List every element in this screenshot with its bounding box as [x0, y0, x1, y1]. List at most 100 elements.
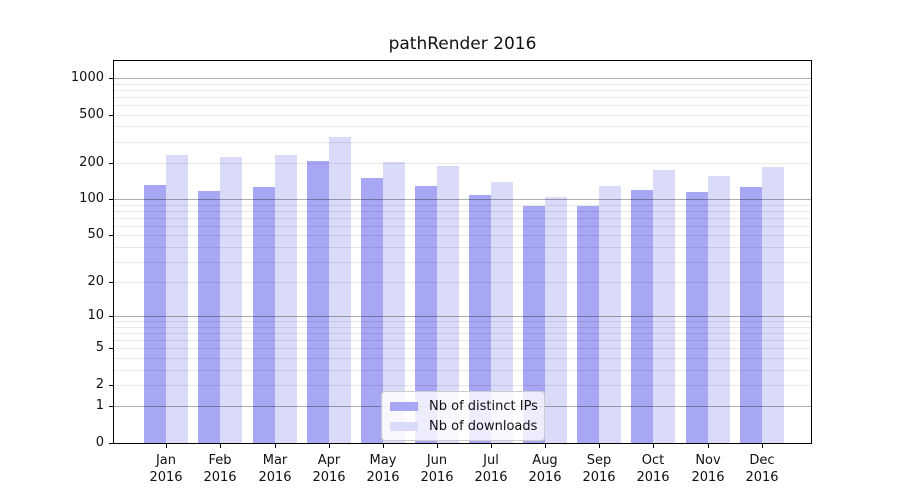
x-tick-mark-jan — [166, 444, 167, 448]
bar-ips-nov — [686, 192, 708, 443]
legend-label: Nb of distinct IPs — [429, 398, 538, 414]
y-tick-mark-0 — [109, 443, 113, 444]
month-label: Dec — [749, 453, 775, 468]
y-tick-label-1000: 1000 — [70, 70, 104, 85]
x-tick-mark-nov — [708, 444, 709, 448]
bar-layer — [114, 61, 811, 443]
year-label: 2016 — [149, 470, 183, 485]
month-label: Jan — [155, 453, 177, 468]
y-tick-mark-100 — [109, 199, 113, 200]
x-tick-label-jun: Jun 2016 — [409, 452, 465, 486]
chart-title: pathRender 2016 — [388, 34, 537, 54]
x-tick-mark-apr — [329, 444, 330, 448]
x-tick-mark-sep — [599, 444, 600, 448]
month-label: Aug — [532, 453, 558, 468]
y-tick-mark-2 — [109, 385, 113, 386]
legend-label: Nb of downloads — [429, 418, 538, 434]
x-tick-mark-jul — [491, 444, 492, 448]
bar-ips-jan — [144, 185, 166, 443]
year-label: 2016 — [636, 470, 670, 485]
month-label: Mar — [262, 453, 288, 468]
year-label: 2016 — [745, 470, 779, 485]
x-tick-mark-oct — [653, 444, 654, 448]
x-tick-label-oct: Oct 2016 — [625, 452, 681, 486]
legend-row-ips: Nb of distinct IPs — [390, 396, 538, 416]
y-tick-label-2: 2 — [95, 377, 104, 392]
bar-downloads-mar — [275, 155, 297, 443]
bar-ips-mar — [253, 187, 275, 443]
year-label: 2016 — [366, 470, 400, 485]
y-tick-label-50: 50 — [87, 227, 104, 242]
bar-downloads-may — [383, 162, 405, 443]
year-label: 2016 — [528, 470, 562, 485]
x-tick-label-may: May 2016 — [355, 452, 411, 486]
x-tick-label-feb: Feb 2016 — [192, 452, 248, 486]
x-tick-label-nov: Nov 2016 — [680, 452, 736, 486]
month-label: Jun — [426, 453, 448, 468]
month-label: Nov — [695, 453, 721, 468]
bar-downloads-jun — [437, 166, 459, 443]
month-label: Sep — [586, 453, 612, 468]
x-tick-label-apr: Apr 2016 — [301, 452, 357, 486]
month-label: Oct — [641, 453, 665, 468]
y-tick-label-0: 0 — [95, 435, 104, 450]
x-tick-label-aug: Aug 2016 — [517, 452, 573, 486]
y-tick-label-1: 1 — [95, 398, 104, 413]
year-label: 2016 — [312, 470, 346, 485]
bar-downloads-apr — [329, 137, 351, 443]
year-label: 2016 — [474, 470, 508, 485]
bar-downloads-aug — [545, 197, 567, 443]
bar-ips-feb — [198, 191, 220, 443]
y-tick-mark-20 — [109, 282, 113, 283]
year-label: 2016 — [258, 470, 292, 485]
month-label: Jul — [483, 453, 499, 468]
bar-downloads-sep — [599, 186, 621, 443]
x-tick-label-jan: Jan 2016 — [138, 452, 194, 486]
bar-ips-oct — [631, 190, 653, 443]
bar-downloads-oct — [653, 170, 675, 443]
bar-ips-apr — [307, 161, 329, 443]
month-label: Apr — [317, 453, 341, 468]
x-tick-mark-dec — [762, 444, 763, 448]
legend-swatch-downloads — [390, 421, 418, 431]
y-tick-label-20: 20 — [87, 274, 104, 289]
x-tick-label-sep: Sep 2016 — [571, 452, 627, 486]
bar-ips-sep — [577, 206, 599, 443]
y-tick-mark-10 — [109, 316, 113, 317]
x-tick-mark-may — [383, 444, 384, 448]
bar-downloads-jul — [491, 182, 513, 443]
legend-swatch-ips — [390, 401, 418, 411]
legend-row-downloads: Nb of downloads — [390, 416, 538, 436]
bar-ips-jun — [415, 186, 437, 443]
year-label: 2016 — [420, 470, 454, 485]
bar-downloads-feb — [220, 157, 242, 443]
bar-ips-aug — [523, 206, 545, 443]
bar-downloads-nov — [708, 176, 730, 443]
month-label: Feb — [208, 453, 232, 468]
y-tick-mark-200 — [109, 163, 113, 164]
x-tick-label-jul: Jul 2016 — [463, 452, 519, 486]
bar-ips-jul — [469, 195, 491, 443]
y-tick-mark-5 — [109, 348, 113, 349]
x-tick-mark-mar — [275, 444, 276, 448]
month-label: May — [369, 453, 397, 468]
year-label: 2016 — [203, 470, 237, 485]
x-tick-mark-feb — [220, 444, 221, 448]
y-tick-mark-1000 — [109, 78, 113, 79]
x-tick-mark-aug — [545, 444, 546, 448]
y-tick-label-5: 5 — [95, 340, 104, 355]
legend: Nb of distinct IPs Nb of downloads — [381, 391, 545, 441]
x-tick-mark-jun — [437, 444, 438, 448]
year-label: 2016 — [582, 470, 616, 485]
y-tick-mark-1 — [109, 406, 113, 407]
year-label: 2016 — [691, 470, 725, 485]
plot-area: Nb of distinct IPs Nb of downloads — [113, 60, 812, 444]
x-tick-label-mar: Mar 2016 — [247, 452, 303, 486]
bar-downloads-dec — [762, 167, 784, 443]
y-tick-mark-500 — [109, 115, 113, 116]
bar-ips-may — [361, 178, 383, 443]
bar-ips-dec — [740, 187, 762, 443]
y-tick-label-500: 500 — [79, 107, 104, 122]
y-tick-label-100: 100 — [79, 191, 104, 206]
